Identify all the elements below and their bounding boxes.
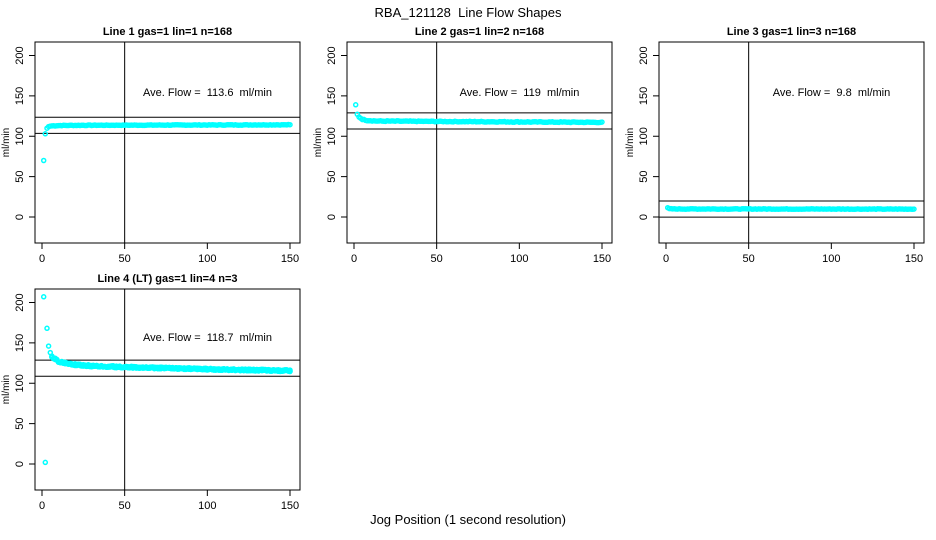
x-tick-label: 0 — [351, 253, 357, 265]
x-tick-label: 0 — [39, 253, 45, 265]
data-points — [40, 294, 293, 466]
x-tick-label: 150 — [905, 253, 923, 265]
panel-3: 0 50 100 150 0 50 100 150 200 ml/min — [625, 41, 925, 265]
x-tick-label: 150 — [281, 500, 299, 512]
y-tick-label: 50 — [326, 171, 338, 183]
data-points — [40, 121, 293, 164]
x-axis-outer-label: Jog Position (1 second resolution) — [370, 512, 566, 527]
panel-2-ave-flow-annotation: Ave. Flow = 119 ml/min — [459, 87, 580, 99]
y-tick-label: 200 — [14, 46, 26, 64]
y-tick-label: 100 — [638, 127, 650, 145]
panel-4-title: Line 4 (LT) gas=1 lin=4 n=3 — [97, 273, 238, 285]
x-tick-label: 150 — [593, 253, 611, 265]
main-title: RBA_121128 Line Flow Shapes — [374, 5, 562, 20]
x-tick-label: 50 — [431, 253, 443, 265]
y-tick-label: 150 — [326, 87, 338, 105]
x-tick-label: 150 — [281, 253, 299, 265]
y-tick-label: 150 — [638, 87, 650, 105]
y-axis-label: ml/min — [1, 128, 12, 157]
data-points — [664, 204, 917, 213]
y-tick-label: 50 — [638, 171, 650, 183]
y-tick-label: 0 — [638, 214, 650, 220]
plot-box — [346, 41, 613, 244]
x-tick-label: 100 — [198, 500, 216, 512]
panel-2: 0 50 100 150 0 50 100 150 200 ml/min — [313, 41, 613, 265]
y-tick-label: 100 — [326, 127, 338, 145]
panel-1-title: Line 1 gas=1 lin=1 n=168 — [102, 26, 233, 38]
x-tick-label: 100 — [822, 253, 840, 265]
y-tick-label: 50 — [14, 418, 26, 430]
y-axis-label: ml/min — [313, 128, 324, 157]
x-tick-label: 50 — [119, 500, 131, 512]
y-tick-label: 200 — [14, 293, 26, 311]
plot-box — [34, 288, 301, 491]
plot-box — [34, 41, 301, 244]
x-tick-label: 100 — [510, 253, 528, 265]
y-tick-label: 0 — [14, 214, 26, 220]
x-tick-label: 100 — [198, 253, 216, 265]
y-tick-label: 150 — [14, 87, 26, 105]
plot-box — [658, 41, 925, 244]
panel-1-ave-flow-annotation: Ave. Flow = 113.6 ml/min — [143, 87, 272, 99]
y-tick-label: 50 — [14, 171, 26, 183]
y-tick-label: 200 — [638, 46, 650, 64]
y-tick-label: 200 — [326, 46, 338, 64]
y-tick-label: 0 — [326, 214, 338, 220]
x-tick-label: 0 — [663, 253, 669, 265]
panel-4-ave-flow-annotation: Ave. Flow = 118.7 ml/min — [143, 332, 272, 344]
y-tick-label: 0 — [14, 461, 26, 467]
panel-3-ave-flow-annotation: Ave. Flow = 9.8 ml/min — [772, 87, 891, 99]
panel-2-title: Line 2 gas=1 lin=2 n=168 — [414, 26, 545, 38]
y-axis-label: ml/min — [625, 128, 636, 157]
y-tick-label: 100 — [14, 374, 26, 392]
panel-3-title: Line 3 gas=1 lin=3 n=168 — [726, 26, 857, 38]
panel-1: 0 50 100 150 0 50 100 150 200 ml/min — [1, 41, 301, 265]
x-tick-label: 50 — [119, 253, 131, 265]
y-tick-label: 150 — [14, 334, 26, 352]
data-points — [352, 102, 605, 126]
x-tick-label: 50 — [743, 253, 755, 265]
x-tick-label: 0 — [39, 500, 45, 512]
y-axis-label: ml/min — [1, 375, 12, 404]
y-tick-label: 100 — [14, 127, 26, 145]
panel-4: 0 50 100 150 0 50 100 150 200 ml/min — [1, 288, 301, 512]
